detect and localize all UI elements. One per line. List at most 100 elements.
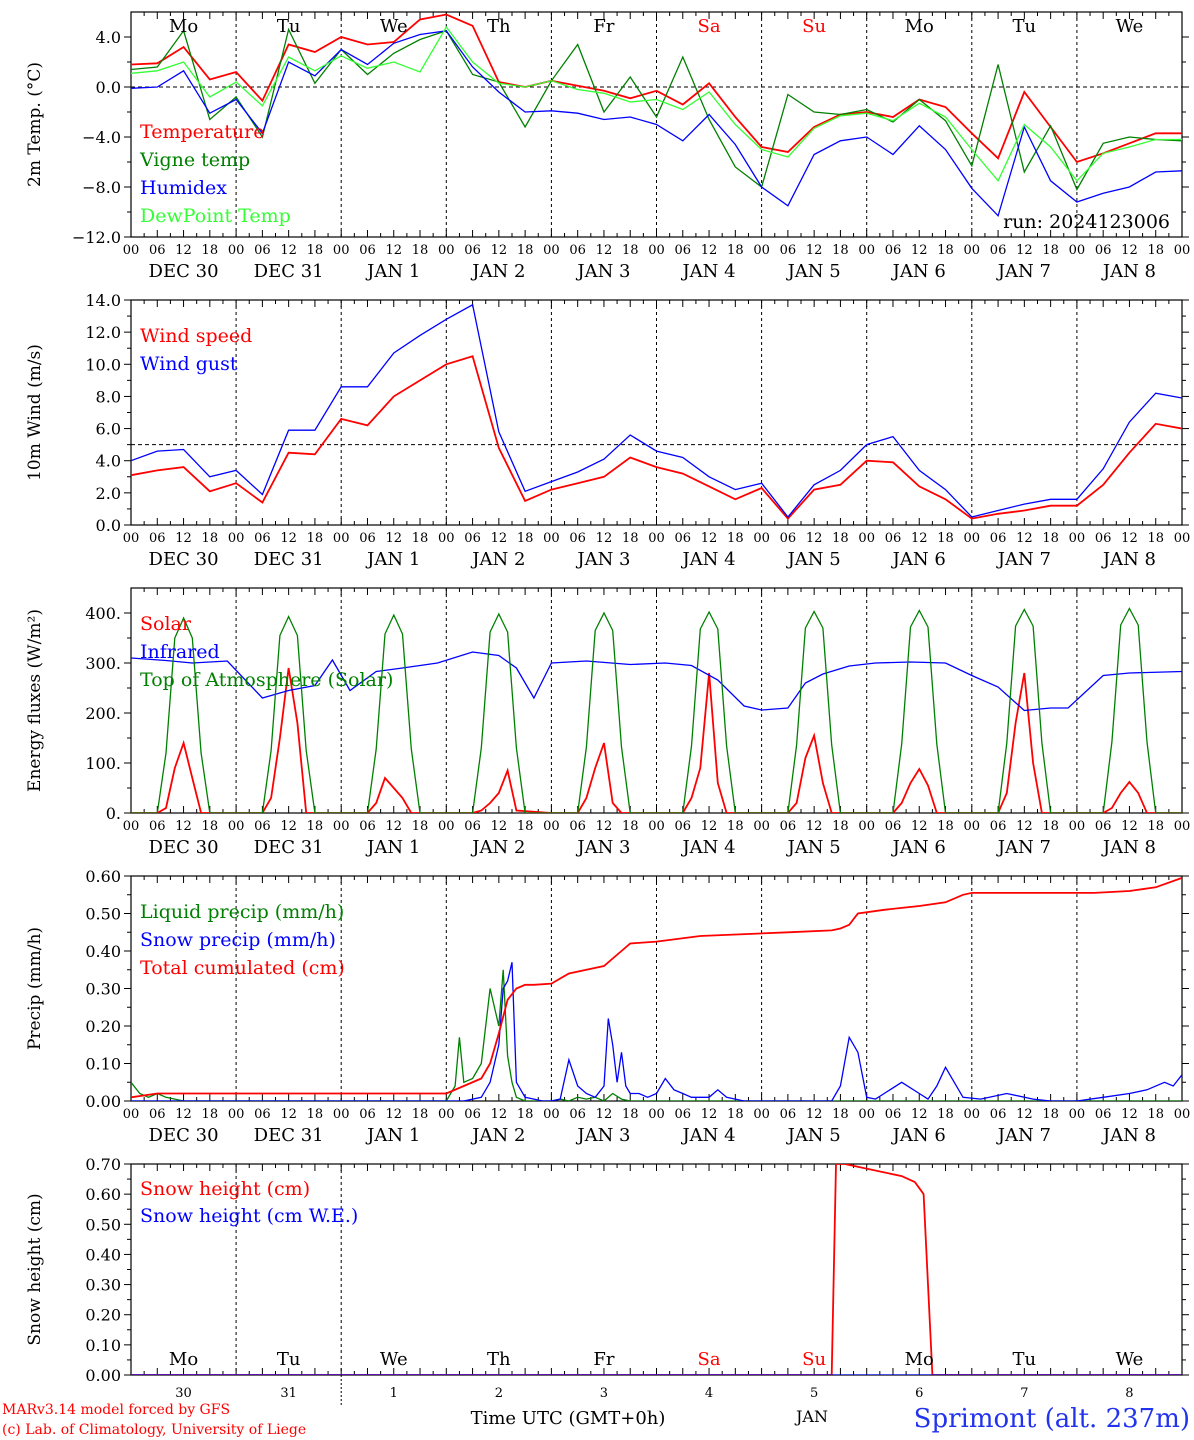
hour-tick-label: 12: [491, 243, 508, 258]
hour-tick-label: 12: [1016, 531, 1033, 546]
hour-tick-label: 06: [990, 531, 1007, 546]
panel-frame: [130, 299, 1183, 526]
hour-tick-label: 00: [123, 819, 140, 834]
hour-tick-label: 18: [202, 819, 219, 834]
day-name-label: Mo: [905, 1349, 934, 1370]
hour-tick-label: 18: [412, 243, 429, 258]
day-name-label: We: [380, 16, 408, 37]
legend-entry: Infrared: [140, 641, 220, 663]
hour-tick-label: 00: [1069, 819, 1086, 834]
y-tick-label: 0.00: [85, 1092, 121, 1111]
hour-tick-label: 00: [438, 243, 455, 258]
series-line-total-cumulated-cm-: [131, 877, 1182, 1099]
day-name-label: Fr: [593, 1349, 614, 1370]
hour-tick-label: 00: [964, 1107, 981, 1122]
hour-tick-label: 12: [280, 531, 297, 546]
hour-tick-label: 00: [543, 1107, 560, 1122]
footer-lab: (c) Lab. of Climatology, University of L…: [2, 1422, 306, 1438]
date-label: DEC 31: [254, 1125, 324, 1146]
hour-tick-label: 00: [964, 819, 981, 834]
hour-tick-label: 00: [438, 531, 455, 546]
y-tick-label: 0.70: [85, 1155, 121, 1174]
hour-tick-label: 06: [569, 531, 586, 546]
hour-tick-label: 18: [622, 243, 639, 258]
y-tick-label: 2.0: [96, 484, 121, 503]
hour-tick-label: 00: [858, 819, 875, 834]
hour-tick-label: 00: [438, 1107, 455, 1122]
hour-tick-label: 12: [596, 1107, 613, 1122]
day-number-label: 2: [495, 1386, 503, 1401]
hour-tick-label: 00: [858, 1107, 875, 1122]
hour-tick-label: 18: [202, 1107, 219, 1122]
hour-tick-label: 06: [675, 1107, 692, 1122]
hour-tick-label: 12: [491, 531, 508, 546]
hour-tick-label: 00: [228, 819, 245, 834]
hour-tick-label: 18: [1042, 243, 1059, 258]
series-line-temperature: [131, 13, 1182, 164]
hour-tick-label: 12: [596, 243, 613, 258]
day-number-label: 8: [1125, 1386, 1133, 1401]
hour-tick-label: 00: [753, 1107, 770, 1122]
hour-tick-label: 06: [885, 531, 902, 546]
y-tick-label: 0.10: [85, 1336, 121, 1355]
series-line-infrared: [131, 651, 1182, 712]
hour-tick-label: 06: [149, 1107, 166, 1122]
hour-tick-label: 18: [517, 243, 534, 258]
hour-tick-label: 18: [832, 819, 849, 834]
hour-tick-label: 12: [701, 531, 718, 546]
date-label: JAN 5: [786, 837, 841, 858]
panel-4: 0.00 0.10 0.20 0.30 0.40 0.50 0.60 Precip (mm/h…: [25, 867, 1190, 1146]
hour-tick-label: 00: [1174, 819, 1191, 834]
day-number-label: 6: [915, 1386, 923, 1401]
hour-tick-label: 18: [307, 1107, 324, 1122]
panel-1: −12.0 −8.0 −4.0 0.0 4.0 2m Temp. (°C) Temperat…: [25, 11, 1191, 282]
panel-5: 0.00 0.10 0.20 0.30 0.40 0.50 0.60 0.70 Snow hei…: [25, 1155, 1189, 1405]
hour-tick-label: 18: [937, 243, 954, 258]
hour-tick-label: 18: [1042, 531, 1059, 546]
legend-entry: Humidex: [140, 177, 227, 199]
hour-tick-label: 06: [780, 531, 797, 546]
series-line-wind-speed: [131, 355, 1182, 520]
date-label: JAN 8: [1101, 261, 1156, 282]
hour-tick-label: 18: [1147, 531, 1164, 546]
date-label: JAN 1: [365, 549, 420, 570]
hour-tick-label: 06: [149, 819, 166, 834]
hour-tick-label: 00: [753, 243, 770, 258]
day-number-label: 1: [390, 1386, 398, 1401]
hour-tick-label: 00: [333, 819, 350, 834]
legend-entry: Snow height (cm W.E.): [140, 1205, 358, 1227]
y-axis-label: Precip (mm/h): [25, 927, 45, 1050]
series-line-liquid-precip-mm-h-: [131, 969, 1182, 1101]
day-name-label: We: [1116, 1349, 1144, 1370]
date-label: JAN 4: [680, 261, 735, 282]
date-label: JAN 5: [786, 549, 841, 570]
series-line-snow-precip-mm-h-: [131, 962, 1182, 1101]
y-tick-label: 0.50: [85, 905, 121, 924]
date-label: JAN 7: [996, 261, 1051, 282]
hour-tick-label: 00: [333, 243, 350, 258]
y-tick-label: 0.10: [85, 1055, 121, 1074]
y-tick-label: 200.: [85, 704, 121, 723]
hour-tick-label: 00: [1174, 243, 1191, 258]
y-tick-label: 0.50: [85, 1215, 121, 1234]
hour-tick-label: 00: [753, 531, 770, 546]
panel-2: 0.0 2.0 4.0 6.0 8.0 10.0 12.0 14.0 10m Wind (m/s…: [25, 291, 1190, 570]
y-tick-label: 300.: [85, 654, 121, 673]
hour-tick-label: 12: [280, 1107, 297, 1122]
hour-tick-label: 00: [1174, 1107, 1191, 1122]
hour-tick-label: 06: [675, 819, 692, 834]
hour-tick-label: 12: [385, 1107, 402, 1122]
date-label: JAN 8: [1101, 549, 1156, 570]
hour-tick-label: 06: [359, 243, 376, 258]
hour-tick-label: 00: [1069, 1107, 1086, 1122]
date-label: DEC 30: [149, 261, 219, 282]
y-axis-label: Snow height (cm): [25, 1193, 45, 1345]
y-tick-label: 12.0: [85, 323, 121, 342]
hour-tick-label: 06: [675, 243, 692, 258]
hour-tick-label: 18: [307, 531, 324, 546]
hour-tick-label: 18: [832, 1107, 849, 1122]
date-label: JAN 2: [470, 837, 525, 858]
day-name-label: Tu: [1013, 1349, 1037, 1370]
legend-entry: Total cumulated (cm): [140, 957, 345, 979]
